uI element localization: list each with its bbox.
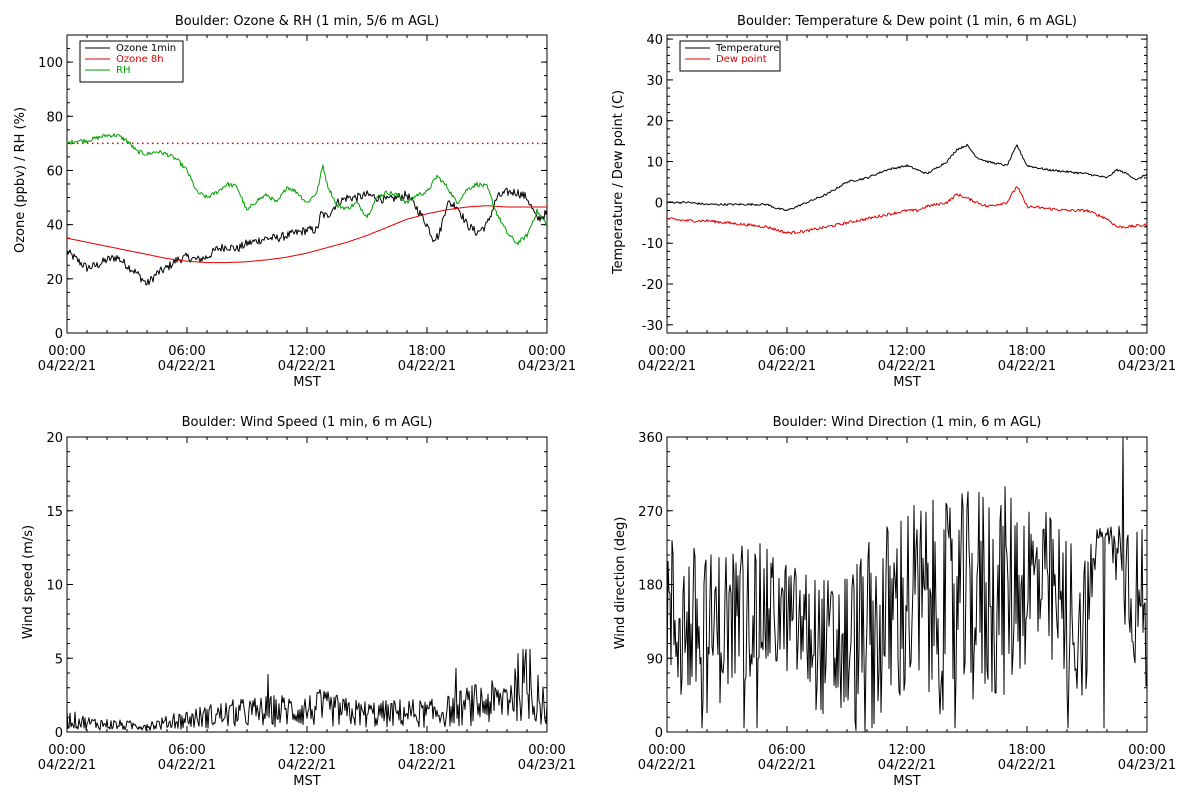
temperature-dewpoint-ytick-label: 30 — [646, 74, 663, 89]
temperature-dewpoint-xtick-date: 04/22/21 — [998, 359, 1056, 374]
ozone-rh-xtick-date: 04/22/21 — [278, 359, 336, 374]
temperature-dewpoint-xlabel: MST — [893, 375, 920, 390]
ozone-rh-title: Boulder: Ozone & RH (1 min, 5/6 m AGL) — [175, 14, 439, 29]
temperature-dewpoint-xtick-date: 04/22/21 — [878, 359, 936, 374]
wind-speed-xtick-date: 04/22/21 — [158, 758, 216, 773]
wind-direction-xtick-date: 04/22/21 — [998, 758, 1056, 773]
temperature-dewpoint-xtick-date: 04/23/21 — [1118, 359, 1176, 374]
ozone-rh-xtick-time: 18:00 — [408, 344, 445, 359]
ozone-rh-panel: Boulder: Ozone & RH (1 min, 5/6 m AGL) M… — [13, 14, 576, 390]
ozone-rh-ylabel: Ozone (ppbv) / RH (%) — [13, 107, 28, 253]
wind-speed-ytick-label: 0 — [55, 726, 63, 741]
ozone-rh-ytick-label: 60 — [46, 164, 63, 179]
wind-speed-series-data-line — [66, 648, 548, 731]
wind-direction-xtick-time: 18:00 — [1008, 743, 1045, 758]
ozone-rh-legend-label-ozone-1min: Ozone 1min — [116, 43, 176, 54]
wind-speed-ylabel: Wind speed (m/s) — [21, 525, 36, 639]
ozone-rh-xtick-time: 00:00 — [528, 344, 565, 359]
ozone-rh-series-ozone-8h-line — [66, 205, 547, 264]
wind-direction-title: Boulder: Wind Direction (1 min, 6 m AGL) — [773, 415, 1042, 430]
ozone-rh-ytick-label: 40 — [46, 219, 63, 234]
temperature-dewpoint-xtick-time: 00:00 — [1128, 344, 1165, 359]
temperature-dewpoint-series-dew-point-line — [666, 186, 1148, 235]
wind-direction-xtick-date: 04/22/21 — [638, 758, 696, 773]
ozone-rh-legend-label-ozone-8h: Ozone 8h — [116, 54, 164, 65]
wind-direction-panel: Boulder: Wind Direction (1 min, 6 m AGL)… — [613, 415, 1176, 789]
wind-speed-ytick-label: 5 — [55, 652, 63, 667]
wind-speed-ytick-label: 15 — [46, 505, 63, 520]
ozone-rh-series-ozone-1min-line — [66, 187, 548, 286]
temperature-dewpoint-ylabel: Temperature / Dew point (C) — [611, 90, 626, 275]
wind-direction-xtick-date: 04/22/21 — [758, 758, 816, 773]
ozone-rh-ytick-label: 80 — [46, 110, 63, 125]
wind-speed-title: Boulder: Wind Speed (1 min, 6 m AGL) — [182, 415, 433, 430]
temperature-dewpoint-xtick-date: 04/22/21 — [758, 359, 816, 374]
temperature-dewpoint-xtick-time: 12:00 — [888, 344, 925, 359]
temperature-dewpoint-xtick-date: 04/22/21 — [638, 359, 696, 374]
ozone-rh-xtick-time: 00:00 — [48, 344, 85, 359]
temperature-dewpoint-ytick-label: 10 — [646, 156, 663, 171]
wind-speed-xtick-time: 18:00 — [408, 743, 445, 758]
temperature-dewpoint-series-temperature-line — [666, 143, 1148, 212]
temperature-dewpoint-ytick-label: 20 — [646, 115, 663, 130]
wind-direction-xtick-time: 06:00 — [768, 743, 805, 758]
ozone-rh-legend-label-rh: RH — [116, 65, 130, 76]
wind-direction-xtick-time: 00:00 — [648, 743, 685, 758]
wind-speed-xtick-time: 12:00 — [288, 743, 325, 758]
ozone-rh-xtick-time: 06:00 — [168, 344, 205, 359]
temperature-dewpoint-xtick-time: 00:00 — [648, 344, 685, 359]
temperature-dewpoint-title: Boulder: Temperature & Dew point (1 min,… — [737, 14, 1077, 29]
temperature-dewpoint-legend-label-temperature: Temperature — [715, 43, 779, 54]
wind-speed-xtick-time: 00:00 — [48, 743, 85, 758]
temperature-dewpoint-ytick-label: 40 — [646, 33, 663, 48]
temperature-dewpoint-xtick-time: 06:00 — [768, 344, 805, 359]
wind-direction-xtick-time: 12:00 — [888, 743, 925, 758]
temperature-dewpoint-ytick-label: 0 — [655, 196, 663, 211]
wind-speed-panel: Boulder: Wind Speed (1 min, 6 m AGL) MST… — [21, 415, 576, 789]
wind-speed-xtick-date: 04/22/21 — [38, 758, 96, 773]
ozone-rh-ytick-label: 100 — [38, 56, 63, 71]
temperature-dewpoint-panel: Boulder: Temperature & Dew point (1 min,… — [611, 14, 1176, 390]
temperature-dewpoint-legend-label-dew-point: Dew point — [716, 54, 767, 65]
temperature-dewpoint-legend-box — [679, 40, 781, 72]
wind-direction-ytick-label: 360 — [638, 431, 663, 446]
wind-direction-ytick-label: 0 — [655, 726, 663, 741]
wind-speed-ytick-label: 20 — [46, 431, 63, 446]
wind-speed-xtick-date: 04/23/21 — [518, 758, 576, 773]
temperature-dewpoint-xtick-time: 18:00 — [1008, 344, 1045, 359]
wind-direction-ytick-label: 90 — [646, 652, 663, 667]
wind-direction-ytick-label: 180 — [638, 579, 663, 594]
temperature-dewpoint-ytick-label: -20 — [642, 278, 663, 293]
ozone-rh-xtick-date: 04/22/21 — [158, 359, 216, 374]
wind-direction-ytick-label: 270 — [638, 505, 663, 520]
wind-direction-xlabel: MST — [893, 774, 920, 789]
ozone-rh-xtick-date: 04/22/21 — [398, 359, 456, 374]
ozone-rh-xtick-date: 04/22/21 — [38, 359, 96, 374]
wind-direction-ylabel: Wind direction (deg) — [613, 517, 628, 650]
wind-speed-ytick-label: 10 — [46, 579, 63, 594]
ozone-rh-xtick-time: 12:00 — [288, 344, 325, 359]
ozone-rh-ytick-label: 20 — [46, 273, 63, 288]
temperature-dewpoint-ytick-label: -30 — [642, 319, 663, 334]
ozone-rh-series-rh-line — [66, 133, 548, 246]
ozone-rh-xtick-date: 04/23/21 — [518, 359, 576, 374]
wind-direction-series-data-line — [666, 436, 1148, 732]
wind-speed-xtick-time: 00:00 — [528, 743, 565, 758]
ozone-rh-ytick-label: 0 — [55, 327, 63, 342]
wind-speed-xtick-time: 06:00 — [168, 743, 205, 758]
wind-speed-xtick-date: 04/22/21 — [398, 758, 456, 773]
wind-direction-xtick-date: 04/23/21 — [1118, 758, 1176, 773]
ozone-rh-xlabel: MST — [293, 375, 320, 390]
wind-speed-xlabel: MST — [293, 774, 320, 789]
wind-direction-xtick-time: 00:00 — [1128, 743, 1165, 758]
wind-speed-xtick-date: 04/22/21 — [278, 758, 336, 773]
temperature-dewpoint-axes-frame — [666, 34, 1148, 334]
wind-direction-xtick-date: 04/22/21 — [878, 758, 936, 773]
temperature-dewpoint-ytick-label: -10 — [642, 237, 663, 252]
